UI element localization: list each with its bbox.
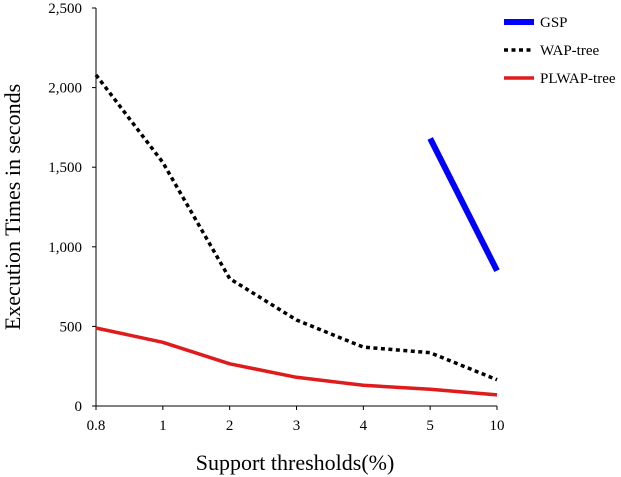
series-line-plwap-tree <box>95 326 498 397</box>
x-tick-label: 10 <box>490 418 505 434</box>
legend: GSP WAP-tree PLWAP-tree <box>504 15 616 87</box>
y-tick-label: 2,000 <box>48 81 82 97</box>
x-tick-label: 1 <box>159 418 167 434</box>
y-axis-title: Execution Times in seconds <box>0 84 25 330</box>
legend-label-wap-tree: WAP-tree <box>540 43 599 59</box>
x-tick-label: 2 <box>226 418 234 434</box>
y-tick-label: 1,500 <box>48 160 82 176</box>
y-tick-label: 0 <box>75 399 83 415</box>
axes: 0 500 1,000 1,500 2,000 2,500 0.8 1 2 3 4 5 10 <box>48 1 504 434</box>
y-tick-label: 2,500 <box>48 1 82 17</box>
y-tick-label: 1,000 <box>48 240 82 256</box>
series-line-wap-tree <box>94 73 498 382</box>
x-tick-label: 5 <box>426 418 434 434</box>
series-layer <box>94 73 500 397</box>
x-axis-title: Support thresholds(%) <box>196 450 395 475</box>
series-line-gsp <box>427 137 500 273</box>
y-tick-label: 500 <box>60 319 83 335</box>
x-tick-label: 0.8 <box>87 418 106 434</box>
legend-label-plwap-tree: PLWAP-tree <box>540 71 616 87</box>
x-tick-label: 3 <box>293 418 301 434</box>
legend-label-gsp: GSP <box>540 15 568 31</box>
x-tick-label: 4 <box>360 418 368 434</box>
